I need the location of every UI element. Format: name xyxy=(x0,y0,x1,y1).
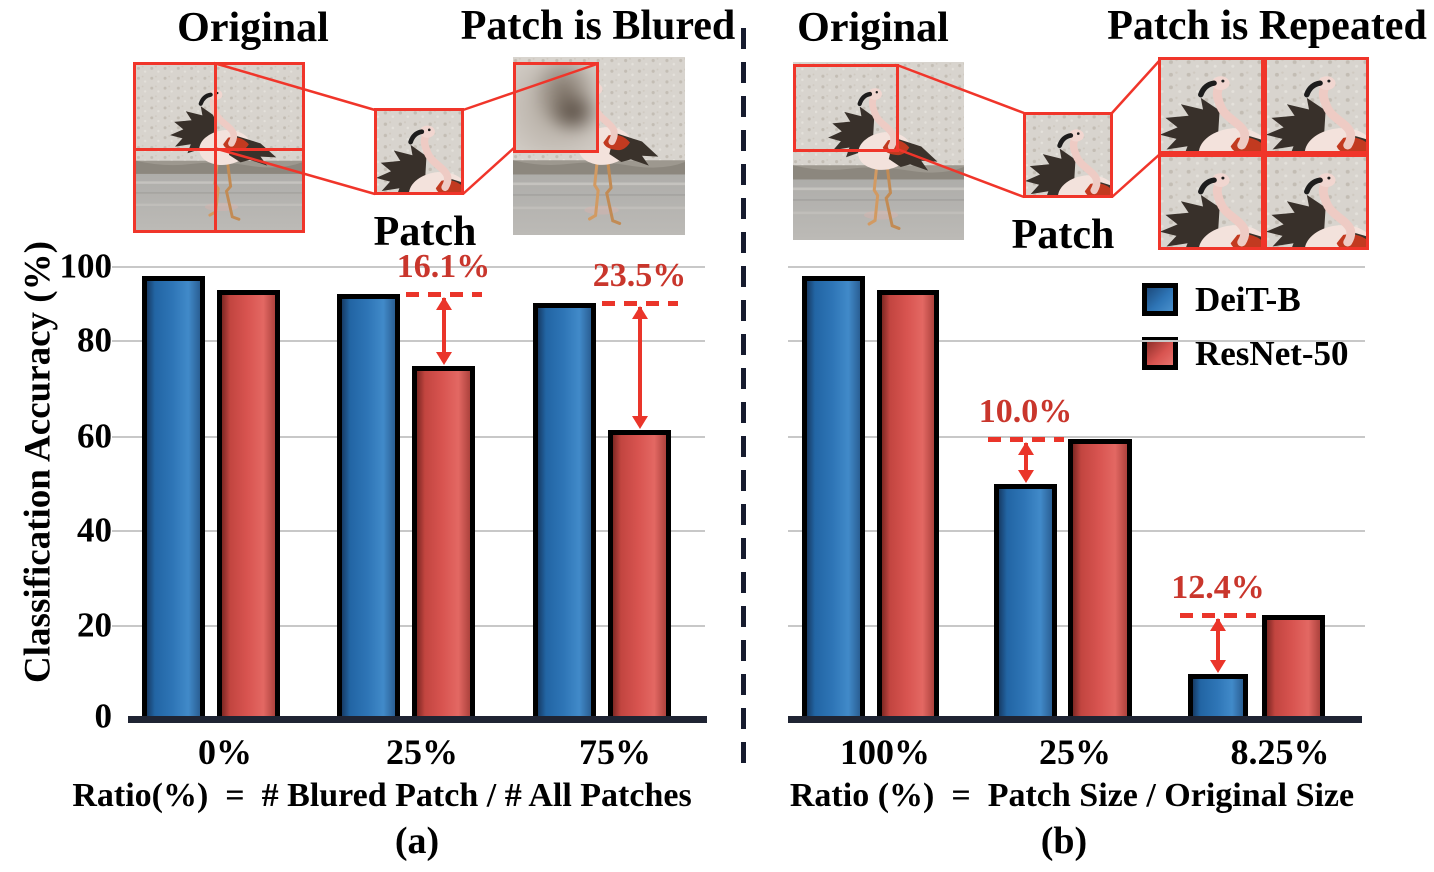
right-patch-image xyxy=(1023,112,1113,198)
left-result-title: Patch is Blured xyxy=(460,3,736,49)
bar-ResNet-50-0% xyxy=(217,290,280,723)
annotation-arrowhead-down xyxy=(1017,470,1034,483)
subfigure-caption-a: (a) xyxy=(394,820,440,862)
y-tick-label-100: 100 xyxy=(59,246,113,286)
bar-DeiT-B-25% xyxy=(994,484,1057,723)
legend-item-deitb: DeiT-B xyxy=(1142,282,1301,317)
gridline-y60 xyxy=(788,436,1365,438)
annotation-dashed-line xyxy=(601,301,678,306)
annotation-arrowhead-down xyxy=(1210,660,1226,673)
annotation-gap-label: 23.5% xyxy=(592,257,687,294)
repeated-patch-cell xyxy=(1263,57,1369,154)
gridline-y80 xyxy=(788,340,1365,342)
annotation-arrow-shaft xyxy=(441,298,446,360)
repeated-patch-cell xyxy=(1158,153,1264,250)
left-original-title: Original xyxy=(177,5,329,51)
flamingo-patch-crop xyxy=(377,111,461,192)
x-axis-label-a: Ratio(%) = # Blured Patch / # All Patche… xyxy=(72,777,692,814)
annotation-gap-label: 16.1% xyxy=(396,248,491,285)
x-axis-label-b: Ratio (%) = Patch Size / Original Size xyxy=(789,777,1355,814)
left-patch-image xyxy=(374,108,464,195)
annotation-gap-label: 10.0% xyxy=(978,393,1073,430)
annotation-dashed-line xyxy=(1180,613,1256,618)
panel-divider-dashed-line xyxy=(741,28,746,776)
y-tick-label-60: 60 xyxy=(77,416,112,456)
annotation-arrowhead-up xyxy=(631,306,648,319)
bar-ResNet-50-25% xyxy=(1068,439,1132,723)
right-original-title: Original xyxy=(797,5,949,51)
y-tick-label-20: 20 xyxy=(77,605,112,645)
bar-DeiT-B-75% xyxy=(533,303,596,723)
legend-label-deitb: DeiT-B xyxy=(1195,280,1301,319)
blured-patch-region xyxy=(513,62,599,153)
repeated-patch-grid xyxy=(1158,57,1369,250)
annotation-arrow-shaft xyxy=(637,307,642,424)
annotation-dashed-line xyxy=(405,292,482,297)
right-result-image xyxy=(1158,57,1369,250)
x-tick-label-100%: 100% xyxy=(840,732,930,772)
annotation-gap-label: 12.4% xyxy=(1171,569,1265,606)
annotation-arrow-shaft xyxy=(1216,619,1220,668)
selected-patch-outline xyxy=(793,64,899,152)
right-patch-label: Patch xyxy=(1011,212,1115,258)
annotation-arrowhead-down xyxy=(631,416,648,429)
blur-smudge xyxy=(516,65,596,150)
bar-DeiT-B-0% xyxy=(142,276,205,723)
gridline-y100 xyxy=(788,266,1365,268)
legend-swatch-deitb xyxy=(1142,283,1178,316)
right-original-image xyxy=(793,62,964,240)
patch-grid-line-horizontal xyxy=(136,147,302,151)
x-axis-baseline xyxy=(788,716,1362,723)
x-tick-label-25%: 25% xyxy=(386,732,458,772)
annotation-arrowhead-up xyxy=(1017,442,1034,455)
gridline-y20 xyxy=(112,625,705,627)
gridline-y40 xyxy=(112,530,705,532)
left-original-image xyxy=(133,62,305,233)
annotation-arrow-shaft xyxy=(1023,443,1028,478)
annotation-arrowhead-down xyxy=(435,352,452,365)
gridline-y60 xyxy=(112,436,705,438)
legend-swatch-resnet50 xyxy=(1142,337,1178,370)
x-tick-label-0%: 0% xyxy=(198,732,252,772)
y-tick-label-0: 0 xyxy=(94,696,113,736)
left-result-image xyxy=(513,57,685,235)
bar-DeiT-B-100% xyxy=(802,276,865,723)
bar-ResNet-50-25% xyxy=(412,366,475,723)
flamingo-patch-crop xyxy=(1026,115,1110,195)
bar-DeiT-B-8.25% xyxy=(1188,674,1248,723)
bar-ResNet-50-75% xyxy=(608,430,671,723)
right-result-title: Patch is Repeated xyxy=(1107,3,1427,49)
left-patch-label: Patch xyxy=(373,209,477,255)
annotation-arrowhead-up xyxy=(435,297,452,310)
annotation-arrowhead-up xyxy=(1210,618,1226,631)
repeated-patch-cell xyxy=(1158,57,1264,154)
bar-ResNet-50-100% xyxy=(877,290,939,723)
x-axis-baseline xyxy=(128,716,707,723)
annotation-dashed-line xyxy=(987,437,1064,442)
bar-ResNet-50-8.25% xyxy=(1262,615,1325,723)
x-tick-label-75%: 75% xyxy=(579,732,651,772)
bar-DeiT-B-25% xyxy=(337,294,400,723)
subfigure-caption-b: (b) xyxy=(1040,820,1088,862)
y-tick-label-40: 40 xyxy=(77,510,112,550)
x-tick-label-25%: 25% xyxy=(1039,732,1111,772)
gridline-y80 xyxy=(112,340,705,342)
repeated-patch-cell xyxy=(1263,153,1369,250)
x-tick-label-8.25%: 8.25% xyxy=(1230,732,1330,772)
gridline-y100 xyxy=(112,266,705,268)
y-tick-label-80: 80 xyxy=(77,320,112,360)
